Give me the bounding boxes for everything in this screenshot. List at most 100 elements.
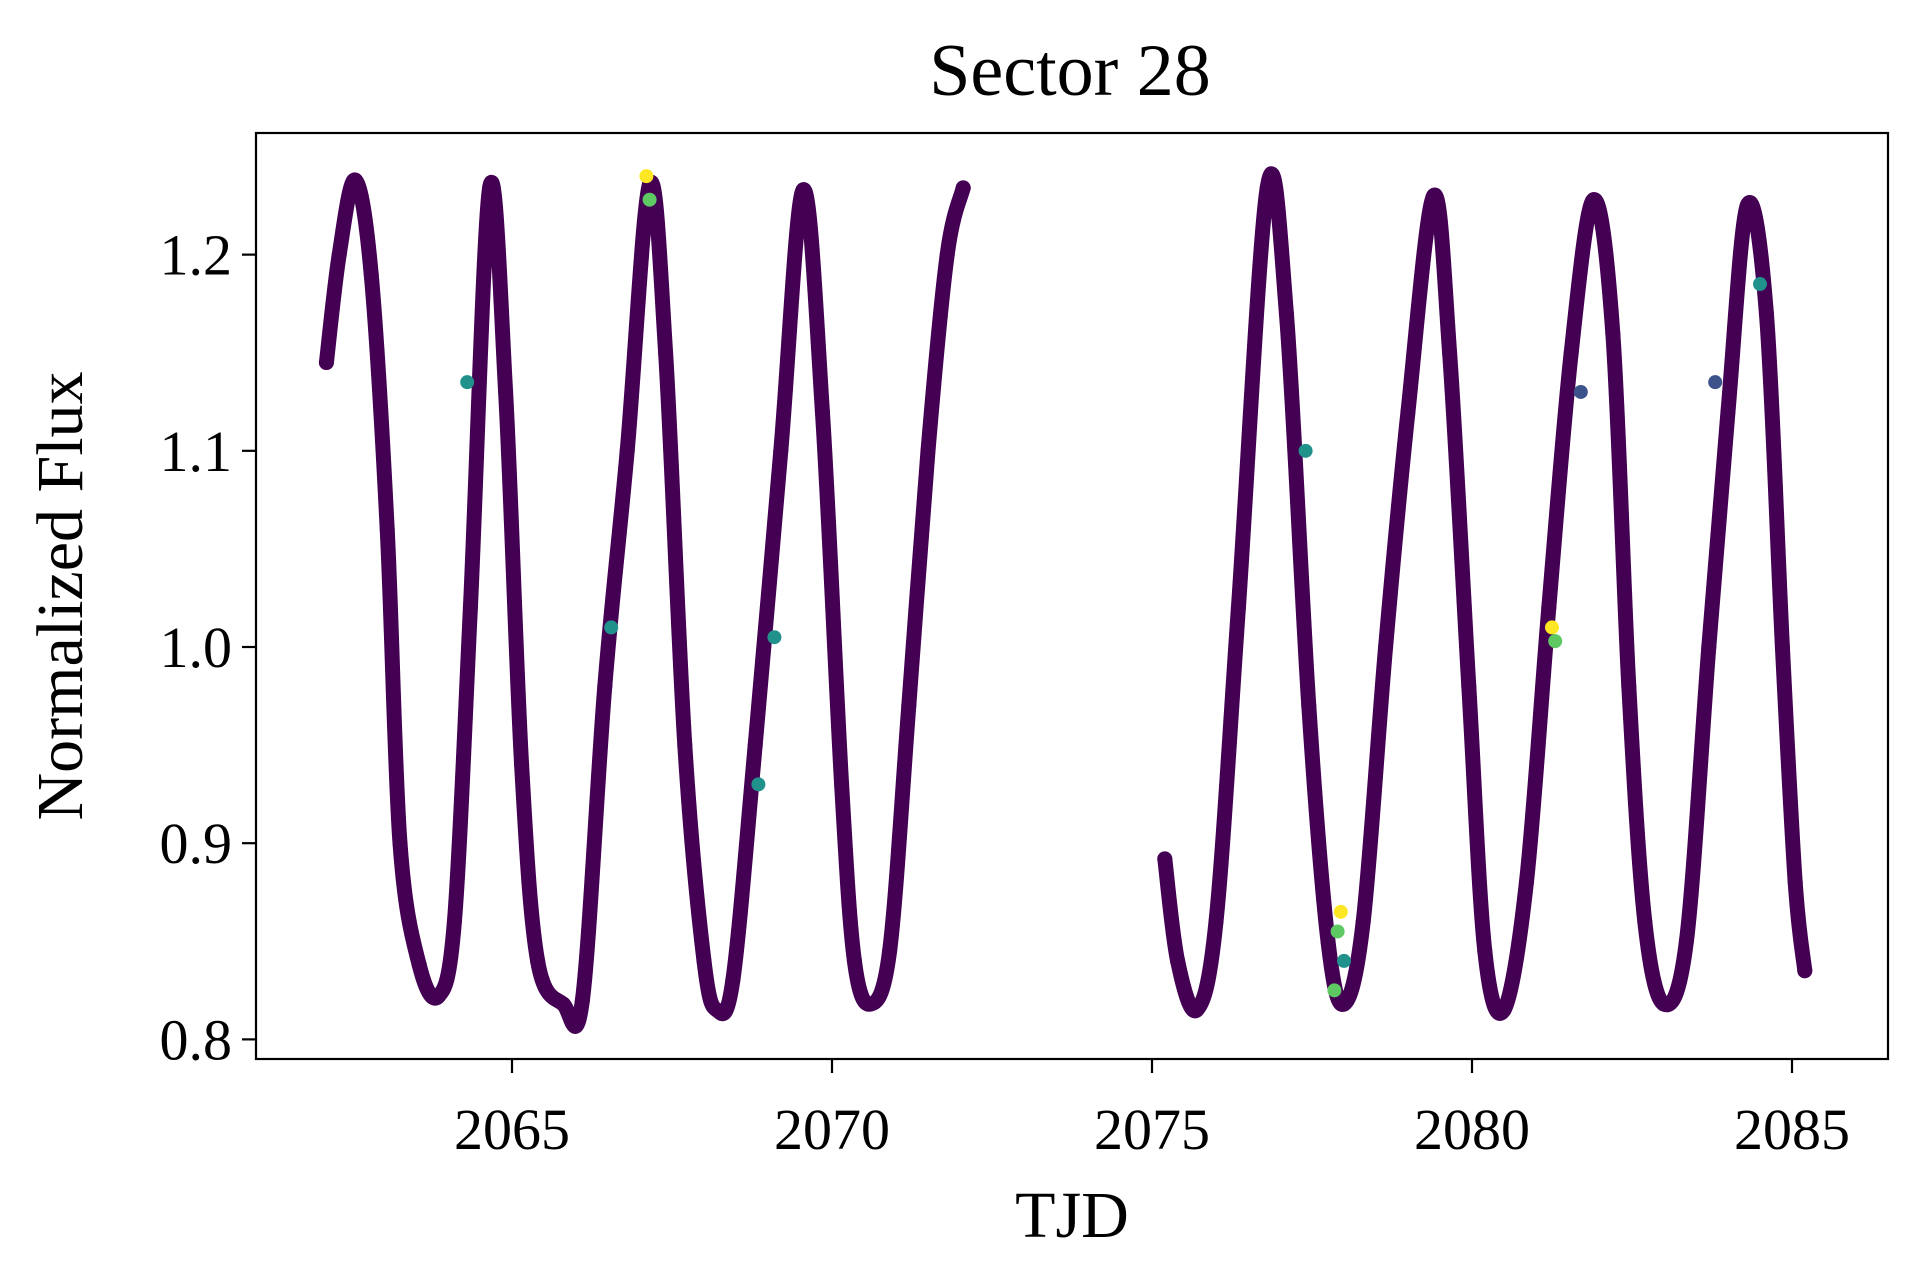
y-axis-ticks: 0.8 0.9 1.0 1.1 1.2	[160, 223, 256, 1072]
highlight-point	[1545, 620, 1559, 635]
data-point	[1355, 914, 1371, 930]
data-point	[955, 180, 971, 196]
x-tick-label: 2075	[1094, 1097, 1210, 1162]
data-point	[725, 973, 741, 989]
data-point	[498, 384, 514, 400]
highlight-point	[1298, 443, 1313, 458]
data-point	[658, 345, 674, 361]
data-point	[363, 266, 379, 282]
data-point	[1637, 914, 1653, 930]
data-point	[1701, 639, 1717, 655]
highlight-point	[1330, 924, 1345, 939]
data-point	[347, 172, 363, 188]
data-point	[882, 943, 898, 959]
plot-frame	[254, 131, 1890, 1061]
y-tick-label: 1.2	[160, 223, 233, 288]
highlight-point	[639, 169, 654, 184]
data-point	[1621, 678, 1637, 694]
data-point	[1189, 1002, 1205, 1018]
data-point	[696, 953, 712, 969]
highlight-point	[751, 777, 766, 792]
highlight-point	[1573, 384, 1588, 399]
data-point	[1739, 198, 1755, 214]
data-point	[1157, 851, 1173, 867]
data-marks	[318, 166, 1813, 1034]
y-tick-label: 1.0	[160, 615, 233, 680]
data-point	[514, 757, 530, 773]
highlight-point	[1753, 277, 1767, 292]
x-tick-label: 2070	[774, 1097, 890, 1162]
data-point	[1400, 404, 1416, 420]
data-point	[920, 443, 936, 459]
highlight-point	[767, 630, 782, 645]
data-point	[392, 835, 408, 851]
data-point	[1461, 678, 1477, 694]
data-point	[1320, 933, 1336, 949]
data-point	[1301, 698, 1317, 714]
x-axis-label: TJD	[1015, 1179, 1129, 1252]
data-point	[1336, 996, 1352, 1012]
data-point	[1720, 404, 1736, 420]
data-point	[1378, 639, 1394, 655]
data-point	[773, 443, 789, 459]
highlight-point	[460, 375, 475, 390]
highlight-point	[1708, 375, 1723, 390]
data-point	[1586, 192, 1602, 208]
data-point	[619, 443, 635, 459]
data-point	[411, 957, 427, 973]
x-tick-label: 2085	[1734, 1097, 1850, 1162]
y-tick-label: 1.1	[160, 419, 233, 484]
data-point	[1656, 996, 1672, 1012]
data-point	[446, 914, 462, 930]
highlight-point	[1337, 953, 1351, 968]
chart-title: Sector 28	[929, 30, 1211, 112]
data-point	[1787, 874, 1803, 890]
data-point	[834, 776, 850, 792]
data-point	[677, 737, 693, 753]
data-point	[1208, 914, 1224, 930]
highlight-point	[1333, 904, 1348, 919]
data-point	[814, 404, 830, 420]
data-point	[1278, 305, 1294, 321]
data-point	[1518, 874, 1534, 890]
data-point	[939, 247, 955, 263]
data-point	[1496, 1002, 1512, 1018]
highlight-point	[1548, 634, 1563, 649]
data-point	[1426, 188, 1442, 204]
data-point	[555, 996, 571, 1012]
data-point	[747, 737, 763, 753]
data-point	[1170, 953, 1186, 969]
data-point	[1774, 639, 1790, 655]
data-point	[1678, 933, 1694, 949]
data-point	[901, 698, 917, 714]
data-point	[597, 678, 613, 694]
data-point	[1541, 600, 1557, 616]
data-point	[574, 992, 590, 1008]
x-tick-label: 2065	[454, 1097, 570, 1162]
data-point	[1605, 325, 1621, 341]
highlight-point	[604, 620, 619, 635]
x-axis-ticks: 2065 2070 2075 2080 2085	[454, 1059, 1850, 1162]
data-point	[862, 996, 878, 1012]
flux-series-segment-1	[318, 172, 971, 1034]
data-point	[1477, 943, 1493, 959]
y-axis-label: Normalized Flux	[24, 371, 97, 820]
data-point	[530, 953, 546, 969]
data-point	[846, 953, 862, 969]
data-point	[709, 1002, 725, 1018]
data-point	[1797, 963, 1813, 979]
data-point	[795, 182, 811, 198]
data-point	[1259, 180, 1275, 196]
highlight-point	[1327, 983, 1342, 998]
data-point	[318, 355, 334, 371]
data-point	[1442, 345, 1458, 361]
highlight-point	[642, 192, 657, 207]
y-tick-label: 0.9	[160, 811, 233, 876]
data-point	[430, 988, 446, 1004]
y-tick-label: 0.8	[160, 1007, 233, 1072]
data-point	[1230, 600, 1246, 616]
data-point	[462, 600, 478, 616]
data-point	[331, 247, 347, 263]
